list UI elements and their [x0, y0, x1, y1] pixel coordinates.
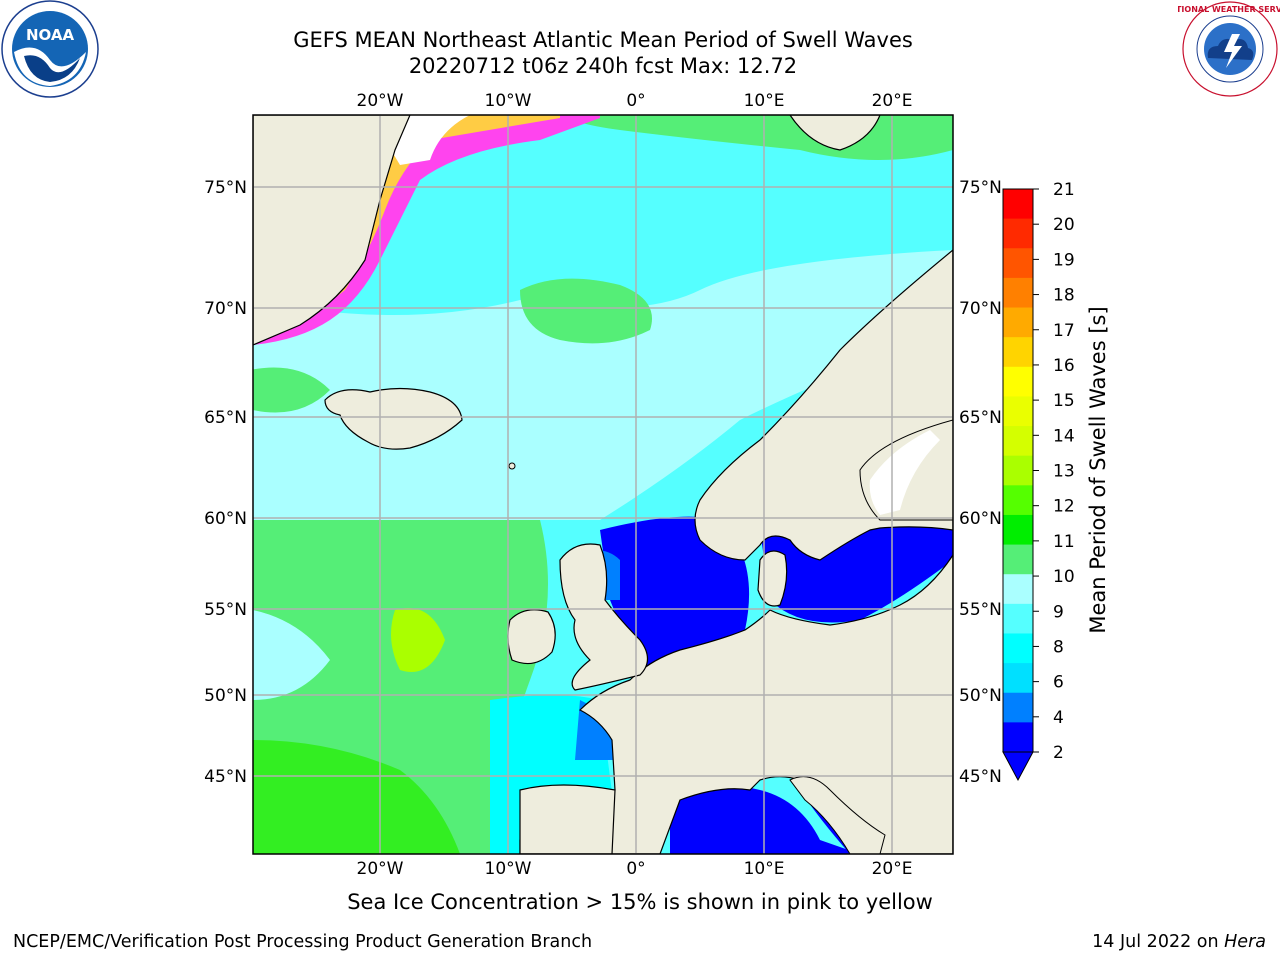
ocean-field-bay-blue — [575, 700, 620, 760]
colorbar-tick-label: 15 — [1053, 391, 1075, 411]
colorbar-tick-label: 11 — [1053, 532, 1075, 552]
lat-label-left: 60°N — [204, 509, 247, 529]
land-denmark — [757, 550, 788, 607]
footer-date-text: 14 Jul 2022 on — [1092, 932, 1225, 952]
colorbar-segment — [1003, 692, 1033, 723]
colorbar-segment — [1003, 663, 1033, 694]
colorbar-tick-label: 2 — [1053, 743, 1064, 763]
chart-subtitle: 20220712 t06z 240h fcst Max: 12.72 — [408, 54, 798, 78]
colorbar-segment — [1003, 633, 1033, 664]
lon-label-top: 0° — [626, 91, 645, 111]
colorbar-tick-label: 14 — [1053, 426, 1075, 446]
colorbar-segment — [1003, 485, 1033, 516]
chart-title: GEFS MEAN Northeast Atlantic Mean Period… — [293, 28, 913, 52]
land-faroe — [508, 462, 516, 470]
svg-text:NATIONAL WEATHER SERVICE: NATIONAL WEATHER SERVICE — [1178, 5, 1280, 14]
colorbar-tick-label: 9 — [1053, 602, 1064, 622]
lat-label-left: 70°N — [204, 299, 247, 319]
nws-logo: NATIONAL WEATHER SERVICE — [1178, 1, 1280, 97]
lon-label-bottom: 10°W — [485, 859, 532, 879]
lat-label-right: 65°N — [959, 408, 1002, 428]
colorbar-tick-label: 17 — [1053, 321, 1075, 341]
footer-credit: NCEP/EMC/Verification Post Processing Pr… — [13, 932, 593, 952]
lon-label-bottom: 0° — [626, 859, 645, 879]
lon-label-top: 10°W — [485, 91, 532, 111]
land-continent — [519, 553, 953, 854]
colorbar-segment — [1003, 218, 1033, 249]
lon-label-top: 20°E — [872, 91, 913, 111]
ocean-field-light-cyan — [253, 250, 953, 520]
lat-label-right: 50°N — [959, 686, 1002, 706]
colorbar-tick-label: 12 — [1053, 497, 1075, 517]
lat-label-right: 45°N — [959, 767, 1002, 787]
footer-date: 14 Jul 2022 on Hera — [1092, 932, 1266, 952]
svg-text:NOAA: NOAA — [26, 26, 75, 44]
ocean-field-med — [670, 785, 860, 854]
lat-label-right: 70°N — [959, 299, 1002, 319]
lon-label-top: 20°W — [357, 91, 404, 111]
colorbar-tick-label: 20 — [1053, 215, 1075, 235]
colorbar-segment — [1003, 544, 1033, 575]
lat-label-left: 75°N — [204, 178, 247, 198]
lat-label-left: 50°N — [204, 686, 247, 706]
noaa-logo: NOAA — [1, 0, 99, 98]
lat-label-left: 55°N — [204, 600, 247, 620]
colorbar-segment — [1003, 396, 1033, 427]
colorbar-segment — [1003, 722, 1033, 753]
colorbar — [1002, 188, 1034, 782]
lon-label-top: 10°E — [744, 91, 785, 111]
land-gulf-bothnia — [869, 430, 940, 515]
colorbar-segment — [1003, 189, 1033, 220]
lon-label-bottom: 20°E — [872, 859, 913, 879]
colorbar-tick-label: 6 — [1053, 673, 1064, 693]
colorbar-segment — [1003, 514, 1033, 546]
colorbar-tick-label: 21 — [1053, 180, 1075, 200]
colorbar-label: Mean Period of Swell Waves [s] — [1086, 306, 1110, 633]
colorbar-tick-label: 16 — [1053, 356, 1075, 376]
footer-host: Hera — [1224, 932, 1266, 952]
colorbar-tick-label: 8 — [1053, 637, 1064, 657]
colorbar-tick-label: 19 — [1053, 250, 1075, 270]
colorbar-extension — [1002, 751, 1034, 782]
lon-label-bottom: 10°E — [744, 859, 785, 879]
graticule — [253, 115, 953, 854]
colorbar-tick-label: 4 — [1053, 708, 1064, 728]
colorbar-segment — [1003, 307, 1033, 338]
colorbar-segment — [1003, 248, 1033, 279]
lat-label-right: 75°N — [959, 178, 1002, 198]
colorbar-tick-label: 10 — [1053, 567, 1075, 587]
ocean-field-atlantic-light — [253, 610, 330, 700]
land-iberia — [519, 784, 616, 854]
colorbar-ticks: 21 20 19 18 17 16 15 14 13 12 11 10 9 8 6 4 2 — [1033, 180, 1075, 763]
colorbar-segment — [1003, 426, 1033, 457]
lat-label-left: 45°N — [204, 767, 247, 787]
colorbar-segment — [1003, 337, 1033, 368]
ocean-field-atlantic-bright — [253, 740, 460, 854]
colorbar-segment — [1003, 277, 1033, 309]
land-ireland — [507, 609, 556, 665]
sea-ice-note: Sea Ice Concentration > 15% is shown in … — [347, 890, 933, 914]
ocean-field-green-north-2 — [253, 367, 330, 413]
colorbar-segment — [1003, 366, 1033, 397]
lat-label-right: 55°N — [959, 600, 1002, 620]
lat-label-left: 65°N — [204, 408, 247, 428]
colorbar-segment — [1003, 574, 1033, 605]
lat-label-right: 60°N — [959, 509, 1002, 529]
colorbar-tick-label: 18 — [1053, 286, 1075, 306]
land-svalbard — [789, 115, 881, 151]
map-frame — [252, 114, 954, 855]
land-great-britain — [559, 543, 649, 691]
colorbar-segment — [1003, 603, 1033, 634]
ocean-field-atlantic-yellowgreen — [391, 608, 445, 672]
lon-label-bottom: 20°W — [357, 859, 404, 879]
colorbar-segment — [1003, 455, 1033, 486]
land-italy — [789, 776, 886, 854]
colorbar-tick-label: 13 — [1053, 462, 1075, 482]
sea-ice-white — [385, 115, 470, 165]
ocean-field-green-north — [520, 278, 652, 344]
